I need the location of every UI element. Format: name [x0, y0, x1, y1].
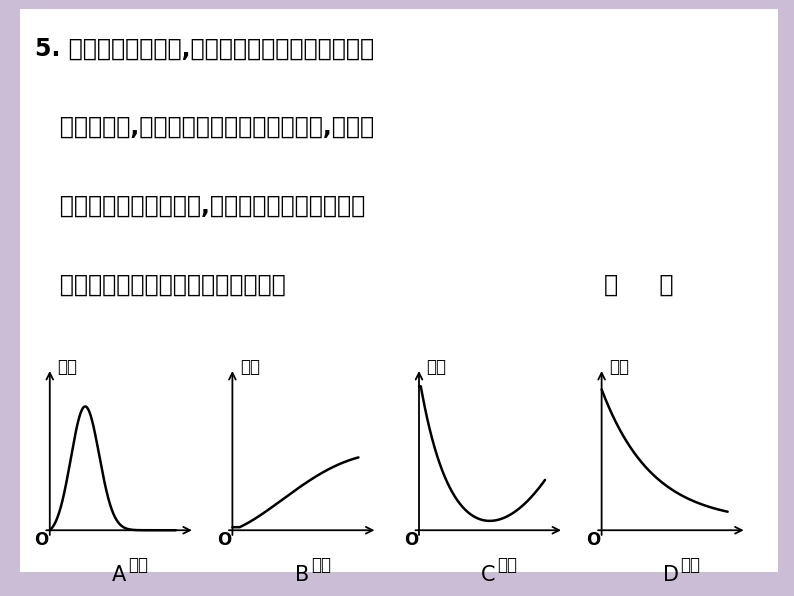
Text: 时间: 时间 — [310, 555, 331, 574]
Text: 数量: 数量 — [240, 358, 260, 375]
Text: C: C — [481, 564, 495, 585]
Text: 时间: 时间 — [497, 555, 518, 574]
Text: （     ）: （ ） — [603, 273, 673, 297]
Text: D: D — [663, 564, 679, 585]
Text: 数量: 数量 — [57, 358, 77, 375]
Text: 5. 已知某种野生动物,原来由于人们的滥捕滥杀数量: 5. 已知某种野生动物,原来由于人们的滥捕滥杀数量 — [35, 36, 374, 60]
Text: 时间: 时间 — [128, 555, 148, 574]
Text: O: O — [34, 531, 48, 549]
Text: A: A — [112, 564, 126, 585]
Text: O: O — [217, 531, 231, 549]
Text: 生动物的数量和时间的对应关系的是: 生动物的数量和时间的对应关系的是 — [35, 273, 286, 297]
Text: O: O — [586, 531, 600, 549]
Text: O: O — [403, 531, 418, 549]
Text: 动物的数量在逐渐增加,下列图象能够体现这种野: 动物的数量在逐渐增加,下列图象能够体现这种野 — [35, 194, 365, 218]
Text: 数量: 数量 — [609, 358, 629, 375]
Text: 数量: 数量 — [426, 358, 446, 375]
Text: 一直在减少,现在我国加强了对它们的保护,该野生: 一直在减少,现在我国加强了对它们的保护,该野生 — [35, 115, 374, 139]
Text: B: B — [295, 564, 309, 585]
FancyBboxPatch shape — [16, 6, 782, 575]
Text: 时间: 时间 — [680, 555, 700, 574]
